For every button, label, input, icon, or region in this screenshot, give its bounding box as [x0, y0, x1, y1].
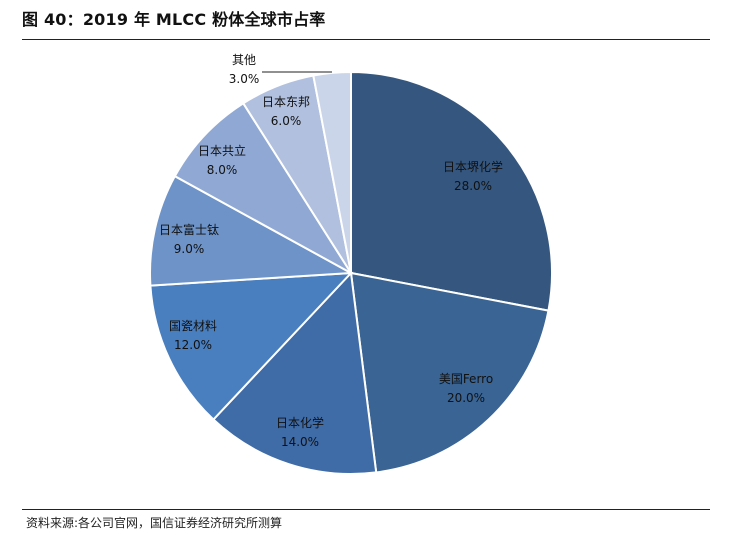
source-note: 资料来源:各公司官网，国信证券经济研究所测算	[26, 516, 283, 530]
pie-slice-6	[173, 101, 352, 274]
pie-labels: 日本堺化学 28.0% 美国Ferro 20.0% 日本化学 14.0% 国瓷材料 12.0%…	[159, 53, 503, 449]
pie-slice-8	[312, 70, 352, 274]
slice-label-name-3: 日本化学	[276, 415, 324, 430]
pie-slice-4	[149, 271, 354, 421]
bottom-rule	[22, 509, 710, 510]
slice-label-value-7: 6.0%	[271, 114, 302, 128]
pie-slice-3	[211, 270, 378, 475]
slice-label-name-5: 日本富士钛	[159, 222, 219, 237]
slice-label-name-4: 国瓷材料	[169, 319, 217, 333]
slice-label-value-6: 8.0%	[207, 163, 238, 177]
pie-chart: 日本堺化学 28.0% 美国Ferro 20.0% 日本化学 14.0% 国瓷材料 12.0%…	[149, 53, 553, 475]
slice-label-name-8: 其他	[232, 53, 256, 67]
pie-slices	[149, 70, 553, 475]
slice-label-value-8: 3.0%	[229, 72, 260, 86]
slice-label-value-3: 14.0%	[281, 435, 319, 449]
slice-label-name-2: 美国Ferro	[439, 372, 493, 386]
pie-slice-1	[350, 70, 553, 312]
pie-slice-5	[149, 174, 355, 287]
slice-label-name-7: 日本东邦	[262, 95, 310, 109]
slice-label-value-4: 12.0%	[174, 338, 212, 352]
chart-title: 图 40：2019 年 MLCC 粉体全球市占率	[22, 10, 326, 29]
slice-label-value-2: 20.0%	[447, 391, 485, 405]
top-rule	[22, 39, 710, 40]
slice-label-name-6: 日本共立	[198, 143, 246, 158]
slice-label-value-5: 9.0%	[174, 242, 205, 256]
slice-label-value-1: 28.0%	[454, 179, 492, 193]
slice-label-name-1: 日本堺化学	[443, 159, 503, 174]
pie-slice-2	[349, 271, 550, 474]
